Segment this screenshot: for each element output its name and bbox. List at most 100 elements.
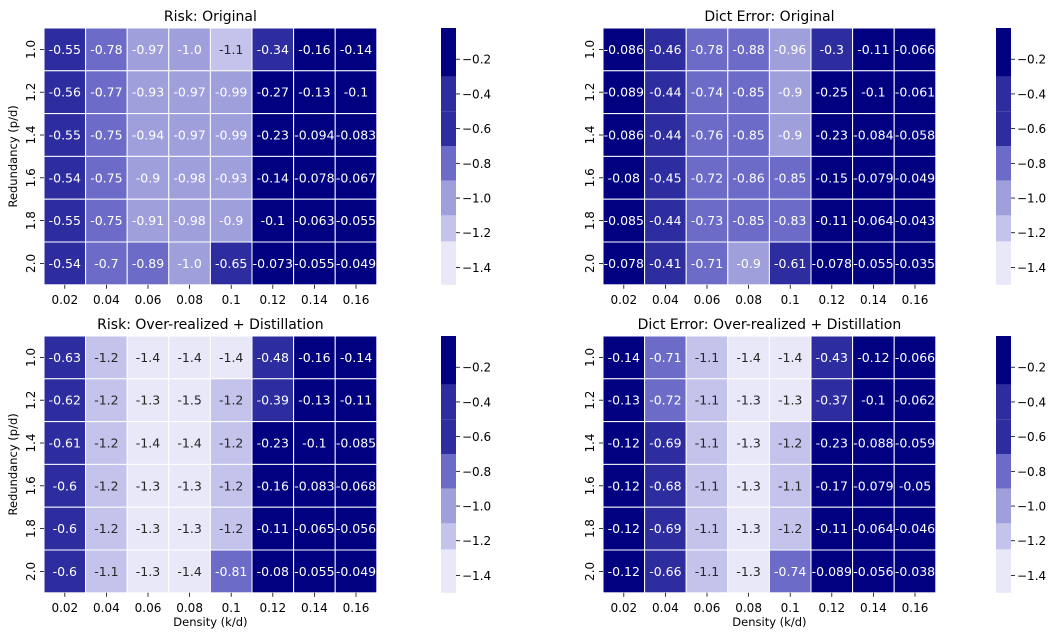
colorbar-band [441,241,456,285]
cell-value-label: -1.4 [219,350,243,365]
heatmap-cell [602,463,646,508]
heatmap-cell [251,421,295,465]
heatmap-cell [893,113,937,157]
cell-value-label: -0.91 [132,213,164,228]
cell-value-label: -0.1 [302,436,326,451]
cell-value-label: -0.1 [861,85,885,100]
heatmap-cell [685,70,729,115]
colorbar-tick-label: −0.8 [462,465,491,479]
heatmap-cell [727,378,770,423]
colorbar-band [441,215,456,242]
cell-value-label: -0.85 [732,85,764,100]
colorbar-band [441,384,456,420]
heatmap-cell [334,113,378,157]
heatmap-cell [85,421,128,465]
chart-title: Dict Error: Over-realized + Distillation [638,317,902,333]
cell-value-label: -0.1 [861,393,885,408]
cell-value-label: -0.97 [173,85,205,100]
cell-value-label: -0.061 [895,85,935,100]
chart-title: Risk: Original [164,9,257,25]
heatmap-cell [334,27,378,72]
cell-value-label: -0.089 [812,564,852,579]
cell-value-label: -1.4 [778,350,802,365]
colorbar-tick-label: −0.4 [462,395,491,409]
heatmap-cell [251,27,295,72]
cell-value-label: -0.83 [774,213,806,228]
heatmap-cell [685,198,729,243]
heatmap-cell [209,241,253,286]
heatmap-cell [334,506,378,551]
colorbar-tick-label: −1.4 [1017,261,1046,275]
chart-title: Dict Error: Original [704,9,834,25]
cell-value-label: -0.043 [895,213,935,228]
y-tick-label: 2.0 [583,562,597,581]
y-tick-label: 1.8 [24,519,38,538]
colorbar-band [996,336,1011,385]
cell-value-label: -1.3 [736,436,760,451]
cell-value-label: -0.99 [215,85,247,100]
cell-value-label: -1.2 [219,436,243,451]
x-tick-label: 0.16 [343,601,370,615]
heatmap-cell [893,198,937,243]
cell-value-label: -0.81 [215,564,247,579]
heatmap-cell [334,378,378,423]
cell-value-label: -0.55 [49,128,81,143]
cell-value-label: -0.066 [895,42,935,57]
cell-value-label: -1.2 [219,521,243,536]
cell-value-label: -0.94 [132,128,164,143]
cell-value-label: -0.75 [90,128,122,143]
heatmap-cell [852,549,895,594]
cell-value-label: -0.11 [340,393,372,408]
x-tick-label: 0.1 [222,293,241,307]
cell-value-label: -0.086 [604,42,644,57]
cell-value-label: -0.39 [257,393,289,408]
cell-value-label: -0.9 [136,170,160,185]
cell-value-label: -1.1 [695,436,719,451]
heatmap-cell [768,335,812,380]
cell-value-label: -1.3 [778,393,802,408]
heatmap-cell [602,198,646,243]
heatmap-cell [251,335,295,380]
cell-value-label: -1.3 [736,478,760,493]
cell-value-label: -1.2 [219,393,243,408]
colorbar-band [996,145,1011,181]
cell-value-label: -0.067 [336,170,376,185]
cell-value-label: -0.085 [604,213,644,228]
cell-value-label: -0.75 [90,213,122,228]
cell-value-label: -0.038 [895,564,935,579]
cell-value-label: -0.89 [132,256,164,271]
x-tick-label: 0.08 [735,601,762,615]
cell-value-label: -0.11 [816,521,848,536]
x-tick-label: 0.02 [51,601,78,615]
heatmap-cell [852,421,895,465]
cell-value-label: -0.97 [132,42,164,57]
heatmap-panel-1: Risk: Original -0.55 -0.78 -0.97 -1.0 -1.1 -0.… [6,9,491,307]
cell-value-label: -0.035 [895,256,935,271]
colorbar-tick-label: −1.4 [462,261,491,275]
cell-value-label: -1.3 [177,478,201,493]
y-axis-label: Redundancy (p/d) [6,413,20,515]
heatmap-cell [768,155,812,200]
heatmap-cell [727,549,770,594]
y-tick-label: 2.0 [583,254,597,273]
heatmap-cell [727,155,770,200]
cell-value-label: -1.1 [778,478,802,493]
cell-value-label: -0.44 [649,85,681,100]
colorbar-tick-label: −0.6 [1017,430,1046,444]
heatmap-cell [251,70,295,115]
cell-value-label: -0.12 [608,521,640,536]
colorbar-band [441,523,456,550]
cell-value-label: -0.86 [732,170,764,185]
colorbar-band [996,549,1011,593]
cell-value-label: -0.086 [604,128,644,143]
cell-value-label: -0.094 [294,128,334,143]
x-tick-label: 0.1 [781,601,800,615]
cell-value-label: -0.65 [215,256,247,271]
y-tick-label: 2.0 [24,254,38,273]
x-tick-label: 0.1 [222,601,241,615]
colorbar-band [996,111,1011,146]
colorbar-tick-label: −1.0 [1017,192,1046,206]
heatmap-cell [209,421,253,465]
x-tick-label: 0.12 [818,601,845,615]
heatmap-cell [685,549,729,594]
